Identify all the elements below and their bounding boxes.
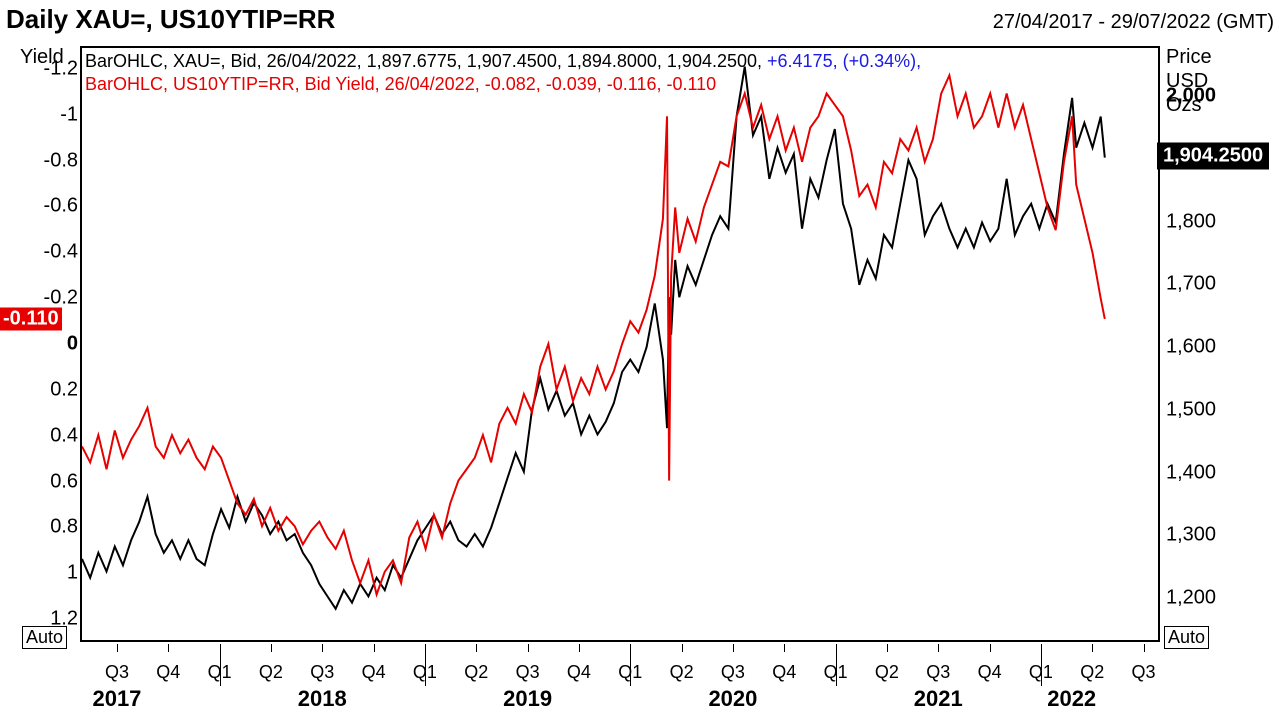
x-tick-mark — [271, 644, 272, 652]
date-range: 27/04/2017 - 29/07/2022 (GMT) — [993, 11, 1274, 34]
legend-xau-text: BarOHLC, XAU=, Bid, 26/04/2022, 1,897.67… — [85, 51, 767, 71]
x-quarter-label: Q2 — [875, 662, 899, 683]
auto-scale-left-button[interactable]: Auto — [22, 626, 67, 649]
x-tick-mark — [168, 644, 169, 652]
x-year-divider — [220, 644, 221, 686]
x-quarter-label: Q4 — [567, 662, 591, 683]
left-axis-tick: 0.4 — [50, 424, 78, 447]
x-quarter-label: Q3 — [721, 662, 745, 683]
x-tick-mark — [990, 644, 991, 652]
chart-plot-area[interactable]: BarOHLC, XAU=, Bid, 26/04/2022, 1,897.67… — [80, 46, 1160, 642]
right-axis-tick: 1,500 — [1166, 398, 1216, 421]
x-quarter-label: Q3 — [310, 662, 334, 683]
legend-line-2: BarOHLC, US10YTIP=RR, Bid Yield, 26/04/2… — [85, 73, 921, 96]
left-axis-tick: 0.6 — [50, 470, 78, 493]
left-axis-tick: -1.2 — [44, 57, 78, 80]
x-year-divider — [425, 644, 426, 686]
x-year-label: 2017 — [92, 686, 141, 712]
left-axis-tick: 0.2 — [50, 378, 78, 401]
x-tick-mark — [682, 644, 683, 652]
right-axis-tick: 1,600 — [1166, 336, 1216, 359]
left-axis-tick: -0.2 — [44, 287, 78, 310]
series-us10ytip — [82, 75, 1105, 594]
left-axis-tick: 1 — [67, 562, 78, 585]
x-quarter-label: Q3 — [516, 662, 540, 683]
right-axis-tick: 1,700 — [1166, 273, 1216, 296]
x-tick-mark — [528, 644, 529, 652]
x-tick-mark — [117, 644, 118, 652]
x-year-label: 2022 — [1047, 686, 1096, 712]
x-quarter-label: Q2 — [1080, 662, 1104, 683]
x-year-label: 2020 — [708, 686, 757, 712]
left-axis-tick: 0.8 — [50, 516, 78, 539]
x-tick-mark — [1092, 644, 1093, 652]
x-tick-mark — [476, 644, 477, 652]
right-axis-tick: 2,000 — [1166, 85, 1216, 108]
x-quarter-label: Q2 — [464, 662, 488, 683]
x-tick-mark — [1144, 644, 1145, 652]
left-axis-tick: 0 — [67, 333, 78, 356]
x-axis: Q3Q4Q1Q2Q3Q4Q1Q2Q3Q4Q1Q2Q3Q4Q1Q2Q3Q4Q1Q2… — [80, 644, 1160, 714]
x-tick-mark — [938, 644, 939, 652]
x-year-divider — [836, 644, 837, 686]
left-axis-tick: -1 — [60, 103, 78, 126]
right-axis-title-price: Price — [1166, 46, 1212, 69]
chart-legend: BarOHLC, XAU=, Bid, 26/04/2022, 1,897.67… — [85, 50, 921, 97]
legend-line-1: BarOHLC, XAU=, Bid, 26/04/2022, 1,897.67… — [85, 50, 921, 73]
legend-xau-change: +6.4175, (+0.34%), — [767, 51, 921, 71]
x-quarter-label: Q3 — [1132, 662, 1156, 683]
x-quarter-label: Q4 — [978, 662, 1002, 683]
right-axis-tick: 1,300 — [1166, 524, 1216, 547]
left-axis-tick: -0.4 — [44, 241, 78, 264]
x-quarter-label: Q3 — [105, 662, 129, 683]
x-quarter-label: Q2 — [259, 662, 283, 683]
right-axis-current-marker: 1,904.2500 — [1157, 143, 1269, 170]
series-xau — [82, 67, 1105, 609]
right-axis-tick: 1,400 — [1166, 461, 1216, 484]
left-axis-current-marker: -0.110 — [0, 307, 62, 330]
x-year-label: 2018 — [298, 686, 347, 712]
left-axis-tick: -0.6 — [44, 195, 78, 218]
x-quarter-label: Q4 — [772, 662, 796, 683]
auto-scale-right-button[interactable]: Auto — [1164, 626, 1209, 649]
x-quarter-label: Q4 — [156, 662, 180, 683]
x-year-divider — [630, 644, 631, 686]
right-axis-tick: 1,800 — [1166, 210, 1216, 233]
chart-title: Daily XAU=, US10YTIP=RR — [6, 4, 335, 35]
right-axis-tick: 1,200 — [1166, 587, 1216, 610]
x-tick-mark — [322, 644, 323, 652]
x-tick-mark — [733, 644, 734, 652]
x-tick-mark — [887, 644, 888, 652]
left-axis-tick: -0.8 — [44, 149, 78, 172]
x-quarter-label: Q3 — [926, 662, 950, 683]
x-quarter-label: Q4 — [362, 662, 386, 683]
x-tick-mark — [579, 644, 580, 652]
x-tick-mark — [784, 644, 785, 652]
x-year-label: 2021 — [914, 686, 963, 712]
x-tick-mark — [374, 644, 375, 652]
title-bar: Daily XAU=, US10YTIP=RR 27/04/2017 - 29/… — [6, 4, 1274, 35]
x-year-divider — [1041, 644, 1042, 686]
x-quarter-label: Q2 — [670, 662, 694, 683]
x-year-label: 2019 — [503, 686, 552, 712]
chart-svg — [82, 48, 1158, 640]
